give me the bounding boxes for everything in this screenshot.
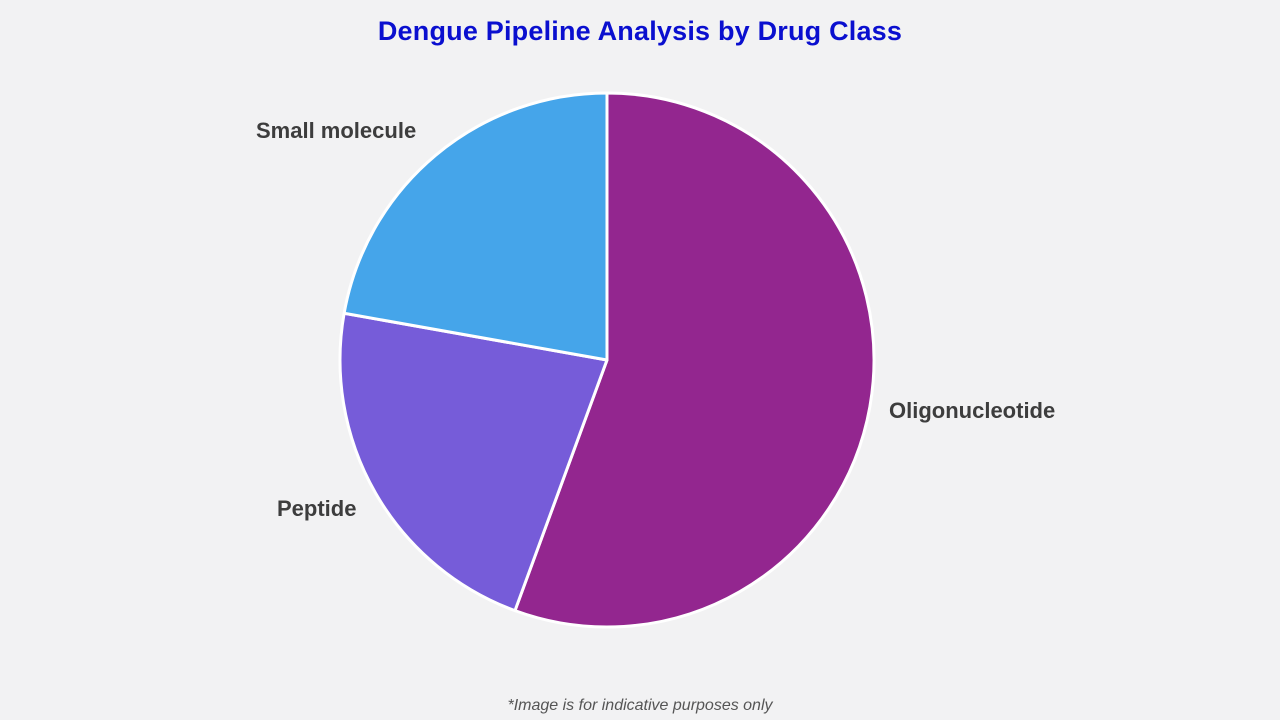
label-oligonucleotide: Oligonucleotide — [889, 398, 1056, 423]
slice-oligonucleotide — [513, 91, 876, 629]
chart-title: Dengue Pipeline Analysis by Drug Class — [377, 16, 903, 46]
pie-slices — [338, 91, 876, 629]
slice-peptide — [338, 311, 609, 613]
label-peptide: Peptide — [277, 496, 357, 521]
slice-small-molecule — [342, 91, 609, 362]
label-small-molecule: Small molecule — [256, 118, 417, 143]
footnote: *Image is for indicative purposes only — [507, 697, 773, 714]
